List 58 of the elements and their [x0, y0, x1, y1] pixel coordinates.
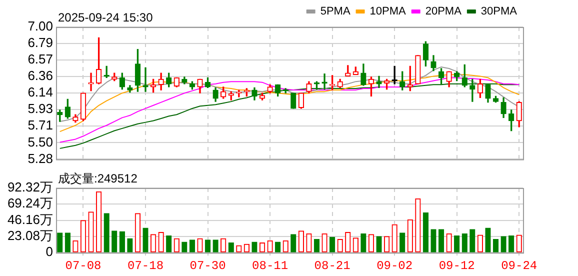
- bar: [430, 229, 436, 252]
- bar: [485, 228, 491, 252]
- x-tick-label: 08-21: [314, 258, 350, 273]
- bar: [400, 232, 406, 252]
- legend-label: 10PMA: [370, 6, 407, 18]
- bar: [290, 234, 296, 252]
- bar: [189, 240, 196, 252]
- bar: [274, 242, 281, 252]
- bar: [142, 228, 148, 252]
- bar: [454, 235, 460, 252]
- legend-label: 30PMA: [480, 6, 518, 18]
- bar: [104, 213, 110, 252]
- bar: [212, 240, 218, 252]
- bar: [64, 232, 71, 252]
- bar: [508, 235, 514, 252]
- y-tick-label: 6.79: [28, 35, 53, 50]
- bar: [57, 232, 63, 252]
- y-tick-label: 46.16万: [7, 212, 53, 227]
- bar: [252, 242, 258, 252]
- bar: [470, 229, 476, 252]
- x-tick-label: 08-11: [252, 258, 288, 273]
- legend-label: 20PMA: [425, 6, 462, 18]
- bar: [422, 212, 429, 252]
- bar: [360, 233, 366, 252]
- y-tick-label: 92.32万: [7, 180, 53, 195]
- y-tick-label: 5.28: [28, 150, 53, 166]
- chart-title: 成交量:249512: [58, 171, 138, 186]
- y-tick-label: 6.57: [28, 52, 53, 67]
- x-tick-label: 07-18: [128, 258, 164, 273]
- chart-title: 2025-09-24 15:30: [58, 10, 154, 24]
- bar: [182, 242, 188, 252]
- bar: [166, 235, 172, 252]
- bar: [438, 229, 444, 252]
- x-tick-label: 09-24: [501, 258, 538, 273]
- bar: [462, 233, 468, 252]
- y-tick-label: 6.36: [28, 68, 53, 84]
- x-tick-label: 09-12: [438, 258, 475, 273]
- y-tick-label: 23.08万: [7, 228, 53, 244]
- bar: [329, 236, 336, 252]
- y-tick-label: 6.14: [28, 84, 53, 100]
- bar: [314, 238, 320, 252]
- y-tick-label: 0: [46, 244, 53, 260]
- bar: [376, 236, 382, 252]
- bar: [492, 238, 499, 252]
- y-tick-label: 69.24万: [7, 196, 53, 211]
- y-tick-label: 5.71: [28, 118, 53, 133]
- x-tick-label: 09-02: [376, 258, 413, 273]
- y-tick-label: 5.50: [28, 134, 53, 150]
- bar: [228, 242, 234, 252]
- bar: [119, 231, 125, 252]
- bar: [112, 230, 118, 252]
- y-tick-label: 7.00: [28, 18, 53, 34]
- bar: [500, 236, 506, 252]
- bar: [204, 240, 211, 252]
- x-tick-label: 07-30: [190, 258, 226, 273]
- x-tick-label: 07-08: [65, 258, 102, 273]
- y-tick-label: 5.93: [28, 101, 53, 116]
- legend-label: 5PMA: [320, 6, 351, 18]
